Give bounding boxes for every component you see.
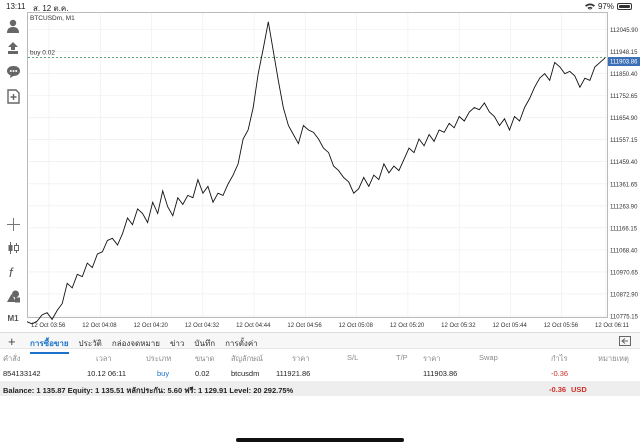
column-header[interactable]: ขนาด: [195, 354, 215, 363]
price-tick-label: 111557.15: [610, 138, 638, 144]
column-header[interactable]: ราคา: [423, 354, 441, 363]
price-chart[interactable]: 112045.90 111948.15 111850.40 111752.65 1116…: [26, 12, 640, 332]
time-tick-label: 12 Oct 06:11: [595, 323, 630, 329]
price-tick-label: 111654.90: [610, 116, 638, 122]
symbol-label: BTCUSDm, M1: [30, 15, 75, 22]
time-tick-label: 12 Oct 04:20: [134, 323, 169, 329]
battery-percent: 97%: [597, 2, 614, 11]
current-price-value: 111903.86: [610, 60, 638, 66]
total-profit: -0.36: [549, 385, 567, 394]
table-cell: -0.36: [551, 369, 569, 378]
tab-list: การซื้อขาย ประวัติ กล่องจดหมาย ข่าว บันทึก กา…: [30, 337, 258, 354]
table-cell: btcusdm: [231, 369, 260, 378]
table-cell: 10.12 06:11: [87, 369, 127, 378]
time-tick-label: 12 Oct 04:08: [82, 323, 117, 329]
table-cell: 111903.86: [423, 369, 458, 378]
price-tick-label: 110970.65: [610, 270, 639, 276]
time-tick-label: 12 Oct 04:44: [236, 323, 271, 329]
price-tick-label: 111166.15: [610, 226, 638, 232]
tab-2[interactable]: กล่องจดหมาย: [111, 339, 160, 348]
tab-5[interactable]: การตั้งค่า: [225, 339, 258, 348]
column-header[interactable]: ราคา: [292, 354, 310, 363]
table-header: คำสั่ง เวลา ประเภท ขนาด สัญลักษณ์ ราคา S/L T/P ร…: [0, 349, 640, 365]
table-cell: 111921.86: [276, 369, 311, 378]
timeframe-label[interactable]: M1: [7, 313, 19, 323]
column-header[interactable]: S/L: [347, 353, 359, 362]
home-indicator[interactable]: [236, 438, 404, 442]
objects-icon[interactable]: [5, 288, 21, 304]
left-toolbar: f M1: [0, 12, 27, 332]
status-right: 97%: [584, 2, 632, 11]
plot-area: [27, 12, 608, 318]
column-header[interactable]: หมายเหตุ: [598, 354, 629, 363]
table-body: 854133142 10.12 06:11 buy 0.02 btcusdm 111921…: [0, 365, 640, 380]
status-time: 13:11: [6, 2, 26, 11]
column-header[interactable]: คำสั่ง: [3, 354, 21, 363]
table-cell: 0.02: [195, 369, 210, 378]
terminal-tabs: + การซื้อขาย ประวัติ กล่องจดหมาย ข่าว บันทึก…: [0, 332, 640, 354]
price-tick-label: 111459.40: [610, 160, 638, 166]
account-icon[interactable]: [5, 18, 21, 34]
time-tick-label: 12 Oct 05:32: [441, 323, 476, 329]
status-bar: 13:11 ส. 12 ต.ค. 97%: [0, 0, 640, 13]
column-header[interactable]: ประเภท: [146, 354, 172, 363]
column-header[interactable]: เวลา: [96, 354, 112, 363]
table-cell: 854133142: [3, 369, 41, 378]
column-header[interactable]: T/P: [396, 353, 408, 362]
candles-icon[interactable]: [5, 240, 21, 256]
current-price-tag: [608, 57, 640, 67]
tab-1[interactable]: ประวัติ: [78, 339, 102, 348]
column-header[interactable]: Swap: [479, 353, 498, 362]
price-tick-label: 111263.90: [610, 204, 638, 210]
price-tick-label: 110872.90: [610, 292, 639, 298]
time-tick-label: 12 Oct 04:56: [287, 323, 322, 329]
time-grid: 12 Oct 03:56 12 Oct 04:08 12 Oct 04:20 12 O…: [31, 13, 630, 329]
balance-bar: Balance: 1 135.87 Equity: 1 135.51 หลักป…: [0, 381, 640, 396]
chart-canvas[interactable]: 112045.90 111948.15 111850.40 111752.65 1116…: [26, 12, 640, 332]
time-tick-label: 12 Oct 03:56: [31, 323, 66, 329]
wifi-icon: [584, 3, 595, 10]
price-tick-label: 110775.15: [610, 315, 639, 321]
order-line-label: buy 0.02: [30, 49, 55, 56]
time-tick-label: 12 Oct 04:32: [185, 323, 220, 329]
time-tick-label: 12 Oct 05:56: [544, 323, 579, 329]
crosshair-icon[interactable]: [5, 216, 21, 232]
price-tick-label: 111361.65: [610, 182, 638, 188]
tab-0[interactable]: การซื้อขาย: [30, 337, 69, 354]
svg-text:f: f: [9, 265, 14, 279]
profit-currency: USD: [571, 385, 587, 394]
trade-icon[interactable]: [5, 40, 21, 56]
column-header[interactable]: สัญลักษณ์: [231, 354, 264, 363]
collapse-panel-icon[interactable]: [619, 336, 631, 346]
time-tick-label: 12 Oct 05:08: [339, 323, 374, 329]
price-tick-label: 112045.90: [610, 28, 639, 34]
time-tick-label: 12 Oct 05:20: [390, 323, 425, 329]
tab-4[interactable]: บันทึก: [194, 339, 216, 348]
price-tick-label: 111068.40: [610, 248, 638, 254]
status-date: ส. 12 ต.ค.: [33, 4, 69, 13]
indicators-icon[interactable]: f: [5, 264, 21, 280]
balance-summary: Balance: 1 135.87 Equity: 1 135.51 หลักป…: [3, 386, 294, 395]
price-tick-label: 111948.15: [610, 50, 638, 56]
price-tick-label: 111850.40: [610, 72, 638, 78]
trade-table: คำสั่ง เวลา ประเภท ขนาด สัญลักษณ์ ราคา S/L T/P ร…: [0, 349, 640, 380]
new-order-icon[interactable]: [5, 88, 21, 104]
column-header[interactable]: กำไร: [551, 354, 568, 363]
table-cell: buy: [157, 369, 170, 378]
time-tick-label: 12 Oct 05:44: [492, 323, 527, 329]
chat-icon[interactable]: [5, 64, 21, 80]
add-icon[interactable]: +: [8, 334, 16, 349]
battery-icon: [617, 3, 632, 10]
tab-3[interactable]: ข่าว: [169, 339, 185, 348]
table-row[interactable]: 854133142 10.12 06:11 buy 0.02 btcusdm 111921…: [0, 365, 640, 380]
price-series-line: [26, 21, 606, 325]
price-tick-label: 111752.65: [610, 94, 638, 100]
